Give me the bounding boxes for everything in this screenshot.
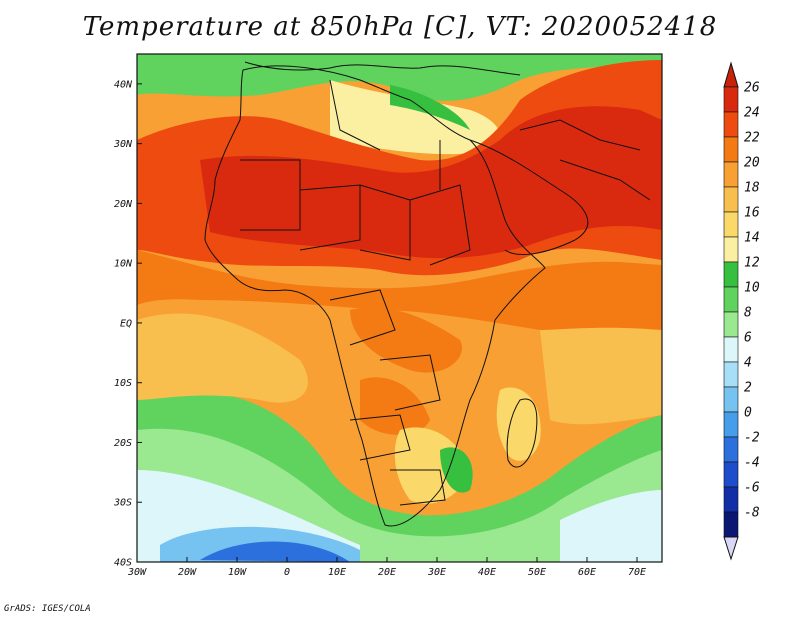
- colorbar-label: -6: [744, 481, 760, 496]
- colorbar-swatch: [723, 386, 739, 413]
- colorbar-swatch: [723, 136, 739, 163]
- colorbar-swatch: [723, 261, 739, 288]
- colorbar-swatch: [723, 86, 739, 113]
- colorbar-swatch: [723, 286, 739, 313]
- colorbar-swatch: [723, 111, 739, 138]
- colorbar-swatch: [723, 486, 739, 513]
- colorbar-label: -4: [744, 456, 760, 471]
- lon-tick-label: 60E: [578, 567, 596, 578]
- colorbar-label: 22: [744, 131, 760, 146]
- lon-tick-label: 10E: [328, 567, 346, 578]
- colorbar-swatch: [723, 336, 739, 363]
- lon-tick-label: 0: [284, 567, 290, 578]
- lon-tick-label: 70E: [628, 567, 646, 578]
- colorbar-swatch: [723, 361, 739, 388]
- lon-tick-label: 30E: [427, 567, 446, 578]
- colorbar-label: 14: [744, 231, 760, 246]
- lat-tick-label: 40S: [114, 558, 132, 569]
- colorbar-swatch: [723, 411, 739, 438]
- colorbar-swatch: [723, 161, 739, 188]
- credit-text: GrADS: IGES/COLA: [4, 604, 91, 614]
- lat-tick-label: 30N: [113, 139, 133, 150]
- map-frame: [136, 53, 663, 563]
- lat-tick-label: 20S: [114, 438, 132, 449]
- colorbar-swatch: [723, 461, 739, 488]
- colorbar-label: 4: [744, 356, 752, 371]
- country-borders: [204, 61, 651, 527]
- lon-tick-label: 40E: [478, 567, 496, 578]
- longitude-axis: 30W 20W 10W 0 10E 20E 30E 40E 50E 60E 70E: [127, 557, 646, 578]
- colorbar-swatch: [723, 436, 739, 463]
- lon-tick-label: 50E: [528, 567, 546, 578]
- lon-tick-label: 20W: [178, 567, 197, 578]
- latitude-axis: 40N 30N 20N 10N EQ 10S 20S 30S 40S: [113, 79, 142, 569]
- colorbar-label: 6: [744, 331, 752, 346]
- colorbar-label: -2: [744, 431, 760, 446]
- colorbar-top-arrow: [723, 61, 739, 88]
- colorbar-label: 18: [744, 181, 760, 196]
- lat-tick-label: 30S: [113, 498, 132, 509]
- colorbar-label: 0: [744, 406, 752, 421]
- temperature-field: [137, 54, 662, 562]
- lon-tick-label: 10W: [228, 567, 247, 578]
- colorbar-swatch: [723, 511, 739, 538]
- lon-tick-label: 20E: [378, 567, 396, 578]
- colorbar-label: 26: [744, 81, 760, 96]
- colorbar-swatch: [723, 311, 739, 338]
- colorbar-label: 2: [744, 381, 752, 396]
- lat-tick-label: 10N: [114, 259, 133, 270]
- lat-tick-label: 40N: [114, 79, 133, 90]
- colorbar-label: 16: [744, 206, 760, 221]
- lat-tick-label: EQ: [120, 318, 132, 329]
- colorbar-label: 8: [744, 306, 752, 321]
- colorbar-bottom-arrow: [723, 536, 739, 561]
- colorbar-swatch: [723, 186, 739, 213]
- colorbar-swatch: [723, 211, 739, 238]
- colorbar-label: 10: [744, 281, 760, 296]
- colorbar-label: 12: [744, 256, 760, 271]
- lat-tick-label: 10S: [114, 378, 132, 389]
- colorbar-label: 24: [744, 106, 760, 121]
- colorbar-label: -8: [744, 506, 760, 521]
- lat-tick-label: 20N: [114, 199, 133, 210]
- colorbar-swatch: [723, 236, 739, 263]
- map-title: Temperature at 850hPa [C], VT: 202005241…: [82, 12, 718, 42]
- lon-tick-label: 30W: [127, 567, 147, 578]
- colorbar-label: 20: [744, 156, 760, 171]
